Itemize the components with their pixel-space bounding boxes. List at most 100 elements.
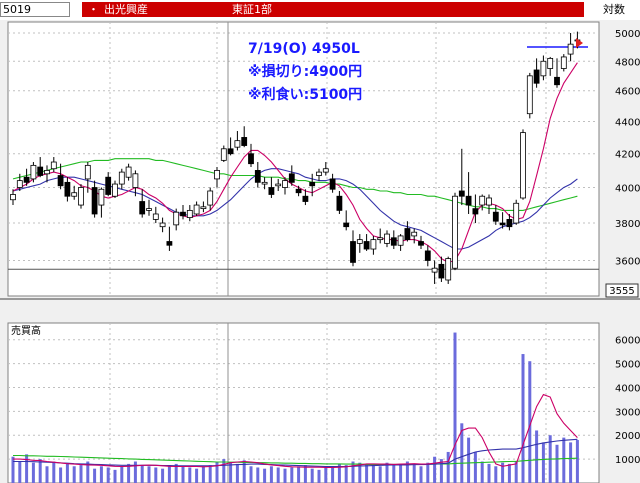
candle-body xyxy=(336,195,343,211)
volume-bar xyxy=(201,466,205,483)
candle-body xyxy=(214,170,220,180)
price-tick-label: 3800 xyxy=(615,219,640,230)
candle-body xyxy=(173,211,180,226)
volume-title: 売買高 xyxy=(11,324,41,337)
price-tag: 3555 xyxy=(605,283,639,298)
volume-bar xyxy=(303,465,307,483)
candle-body xyxy=(356,239,363,244)
scale-toggle-label[interactable]: 対数 xyxy=(603,3,625,16)
ma-long-line xyxy=(12,158,578,211)
volume-bar xyxy=(167,465,171,483)
candle-body xyxy=(513,202,520,224)
arrow-marker xyxy=(576,38,583,48)
candle-body xyxy=(520,132,526,199)
volume-bar xyxy=(419,466,423,483)
volume-bar xyxy=(399,465,403,483)
volume-bar xyxy=(65,463,69,483)
volume-bar xyxy=(269,466,273,483)
volume-ma-short xyxy=(13,393,578,469)
candle-body xyxy=(84,164,91,180)
candle-body xyxy=(472,208,479,215)
candle-body xyxy=(377,237,384,241)
volume-bar xyxy=(460,423,464,483)
volume-bar xyxy=(290,467,294,483)
price-tick-label: 4400 xyxy=(615,118,640,129)
volume-bar xyxy=(140,465,144,483)
bullet-mark: ・ xyxy=(88,3,99,16)
candle-body xyxy=(540,60,547,77)
candle-body xyxy=(57,175,64,187)
market-name: 東証1部 xyxy=(232,3,272,16)
candle-body xyxy=(506,219,513,228)
price-tick-label: 3600 xyxy=(615,256,640,267)
candle-body xyxy=(105,176,112,195)
candle-body xyxy=(118,171,125,185)
candle-body xyxy=(431,267,438,273)
volume-bar xyxy=(453,332,457,483)
candle-body xyxy=(526,75,533,115)
volume-bar xyxy=(521,354,525,483)
volume-bar xyxy=(555,444,559,483)
candle-body xyxy=(71,192,78,197)
volume-bar xyxy=(106,467,110,483)
candle-body xyxy=(492,211,499,222)
volume-bar xyxy=(93,468,97,483)
candle-body xyxy=(302,195,309,202)
volume-bar xyxy=(215,461,219,483)
volume-bar xyxy=(433,456,437,483)
volume-bar xyxy=(147,466,151,483)
candle-body xyxy=(180,211,186,217)
volume-bar xyxy=(229,462,233,483)
candle-body xyxy=(50,161,57,170)
stock-code-field[interactable]: 5019 xyxy=(0,2,70,17)
volume-bar xyxy=(378,466,382,483)
volume-bar xyxy=(351,461,355,483)
volume-bar xyxy=(79,465,83,483)
candlestick-series xyxy=(10,31,581,284)
volume-bar xyxy=(127,463,131,483)
candle-body xyxy=(193,204,200,215)
candle-body xyxy=(567,43,574,55)
volume-bar xyxy=(528,361,532,483)
volume-bar xyxy=(38,459,42,483)
volume-bar xyxy=(242,460,246,483)
candle-body xyxy=(479,195,486,206)
candle-body xyxy=(384,233,390,244)
candle-body xyxy=(424,250,431,261)
candle-body xyxy=(316,171,322,176)
candle-body xyxy=(227,148,234,155)
volume-ma-mid xyxy=(13,438,578,468)
volume-moving-averages xyxy=(13,393,578,469)
volume-bar xyxy=(174,463,178,483)
volume-bar xyxy=(412,463,416,483)
svg-text:3555: 3555 xyxy=(609,286,634,297)
volume-tick-label: 4000 xyxy=(615,383,640,394)
candle-body xyxy=(533,69,540,84)
candle-body xyxy=(350,241,356,263)
volume-bar xyxy=(480,461,484,483)
price-tick-label: 4800 xyxy=(615,57,640,68)
candle-body xyxy=(445,258,452,281)
volume-bar xyxy=(99,466,103,483)
volume-bars xyxy=(11,332,579,483)
candle-body xyxy=(275,183,282,187)
volume-bar xyxy=(222,459,226,483)
candle-body xyxy=(125,166,132,178)
volume-bar xyxy=(263,468,267,483)
volume-bar xyxy=(72,466,76,483)
volume-bar xyxy=(283,468,287,483)
volume-bar xyxy=(541,442,545,483)
candle-body xyxy=(248,153,254,165)
candle-body xyxy=(397,235,404,246)
volume-bar xyxy=(494,466,498,483)
grid-lines xyxy=(8,22,599,483)
company-name-bar: ・ 出光興産 東証1部 xyxy=(82,2,584,17)
volume-bar xyxy=(59,467,63,483)
candle-body xyxy=(418,241,424,246)
candle-body xyxy=(146,208,152,211)
volume-bar xyxy=(562,437,566,483)
volume-bar xyxy=(507,463,511,483)
volume-bar xyxy=(405,461,409,483)
candle-body xyxy=(288,173,295,183)
candle-body xyxy=(486,197,492,206)
